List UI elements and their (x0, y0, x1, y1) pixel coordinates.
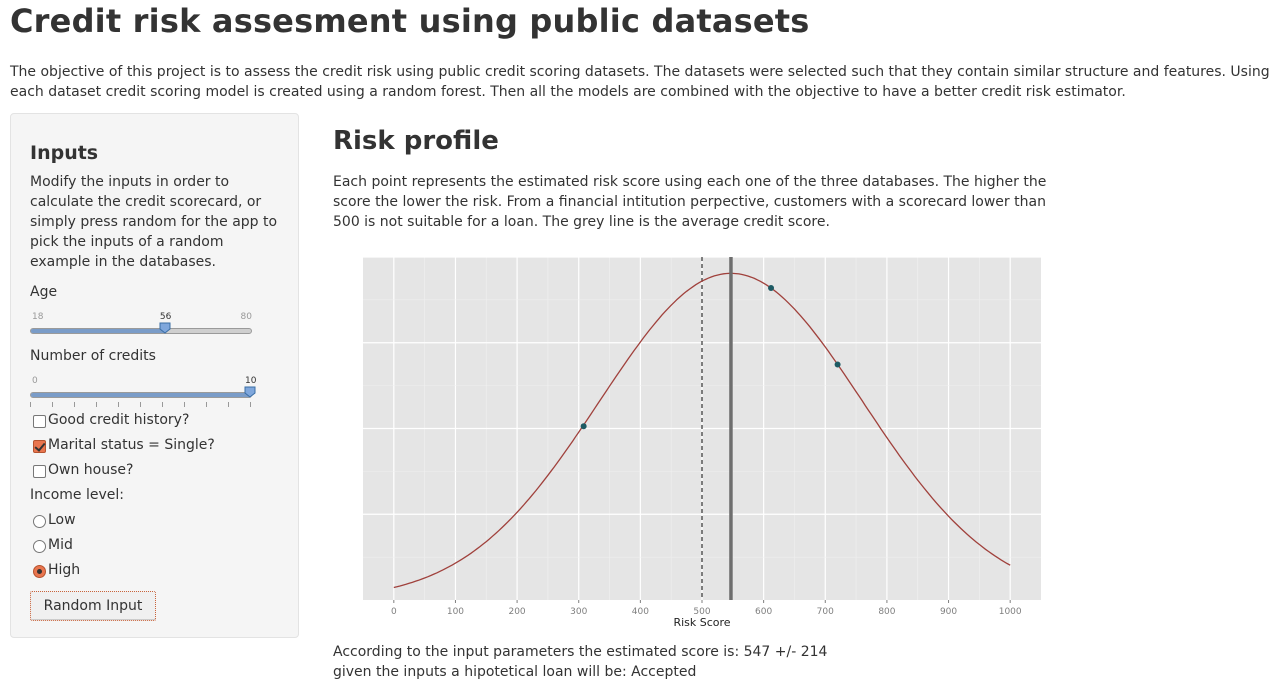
x-tick-label: 700 (817, 607, 834, 617)
checkbox-icon[interactable] (33, 465, 46, 478)
inputs-title: Inputs (30, 142, 99, 164)
slider-tick (184, 402, 185, 407)
loan-decision-text: given the inputs a hipotetical loan will… (333, 664, 697, 680)
x-tick-label: 100 (447, 607, 464, 617)
score-point (580, 423, 587, 430)
x-tick-label: 1000 (999, 607, 1022, 617)
x-axis-label: Risk Score (673, 616, 730, 629)
risk-profile-description: Each point represents the estimated risk… (333, 174, 1047, 230)
radio-icon[interactable] (33, 540, 46, 553)
income-radio-mid[interactable]: Mid (33, 535, 73, 555)
credits-slider-fill (31, 393, 251, 397)
age-slider-min: 18 (32, 312, 44, 322)
age-slider-value: 56 (159, 312, 172, 322)
credits-label: Number of credits (30, 348, 156, 364)
page-title: Credit risk assesment using public datas… (10, 2, 810, 40)
slider-tick (52, 402, 53, 407)
inputs-panel: Inputs Modify the inputs in order to cal… (10, 113, 299, 638)
credits-slider-value: 10 (245, 376, 257, 386)
income-radio-low[interactable]: Low (33, 510, 76, 530)
radio-icon[interactable] (33, 515, 46, 528)
slider-tick (74, 402, 75, 407)
income-radio-high[interactable]: High (33, 560, 80, 580)
slider-tick (30, 402, 31, 407)
x-tick-label: 300 (570, 607, 587, 617)
checkbox-label: Own house? (48, 462, 134, 478)
risk-score-chart: 0 100 200 300 400 500 600 700 800 900 1000 Risk Sco… (363, 256, 1041, 629)
random-input-button[interactable]: Random Input (30, 591, 156, 621)
x-tick-label: 0 (391, 607, 397, 617)
good-credit-history-checkbox[interactable]: Good credit history? (33, 410, 189, 430)
score-point (768, 285, 775, 292)
slider-tick (96, 402, 97, 407)
own-house-checkbox[interactable]: Own house? (33, 460, 133, 480)
radio-label: Low (48, 512, 76, 528)
age-slider[interactable]: 18 56 80 (30, 312, 252, 352)
age-slider-fill (31, 329, 166, 333)
credits-slider-ticks (30, 402, 252, 408)
marital-status-single-checkbox[interactable]: Marital status = Single? (33, 435, 215, 455)
checkbox-icon[interactable] (33, 415, 46, 428)
risk-profile-title: Risk profile (333, 126, 499, 156)
checkbox-label: Good credit history? (48, 412, 190, 428)
x-tick-label: 900 (940, 607, 957, 617)
slider-tick (162, 402, 163, 407)
x-tick-label: 200 (508, 607, 525, 617)
radio-icon[interactable] (33, 565, 46, 578)
slider-tick (118, 402, 119, 407)
credits-slider-track[interactable] (30, 392, 252, 398)
age-label: Age (30, 284, 58, 300)
radio-label: Mid (48, 537, 73, 553)
slider-tick (250, 402, 251, 407)
density-curve (393, 272, 1011, 589)
intro-text: The objective of this project is to asse… (10, 64, 1270, 100)
x-tick-label: 500 (693, 607, 710, 617)
income-level-label: Income level: (30, 487, 124, 503)
slider-tick (206, 402, 207, 407)
x-tick-label: 400 (632, 607, 649, 617)
credits-slider[interactable]: 0 10 (30, 376, 256, 416)
age-slider-handle[interactable] (159, 322, 171, 334)
slider-tick (140, 402, 141, 407)
credits-slider-handle[interactable] (244, 386, 256, 398)
score-point (834, 361, 841, 368)
radio-label: High (48, 562, 81, 578)
inputs-help-text: Modify the inputs in order to calculate … (30, 174, 278, 270)
age-slider-track[interactable] (30, 328, 252, 334)
age-slider-max: 80 (240, 312, 252, 322)
checkbox-label: Marital status = Single? (48, 437, 215, 453)
x-tick-label: 800 (878, 607, 895, 617)
slider-tick (228, 402, 229, 407)
checkbox-icon[interactable] (33, 440, 46, 453)
credits-slider-min: 0 (32, 376, 38, 386)
estimated-score-text: According to the input parameters the es… (333, 644, 828, 660)
x-tick-label: 600 (755, 607, 772, 617)
